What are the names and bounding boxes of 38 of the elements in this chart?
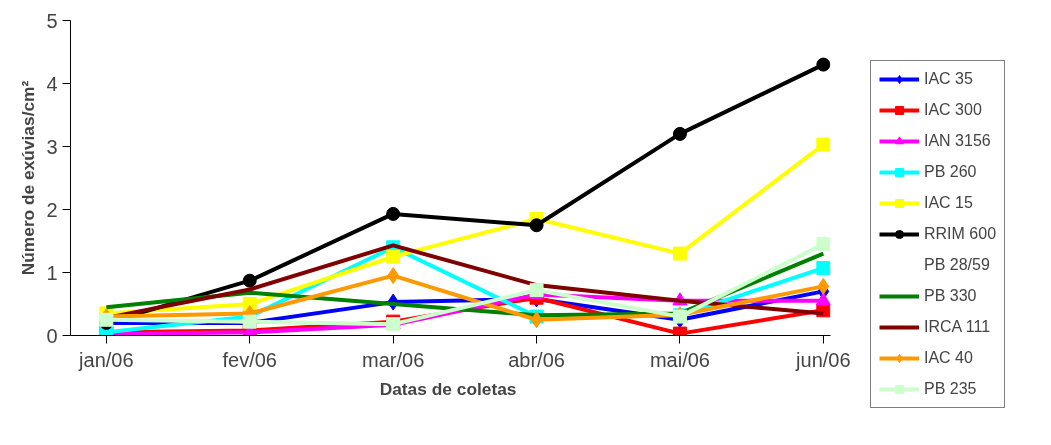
text: PB 28/59 xyxy=(924,256,990,274)
legend-label: PB 260 xyxy=(924,163,977,181)
x-axis-title: Datas de coletas xyxy=(379,378,517,399)
x-tick-label: mar/06 xyxy=(362,348,425,371)
legend-label: PB 330 xyxy=(924,287,977,305)
point xyxy=(817,277,830,295)
y-axis-title: Número de exúvias/cm² xyxy=(18,80,39,276)
x-tick-label: abr/06 xyxy=(508,348,565,371)
y-tick-label: 5 xyxy=(46,9,58,32)
x-tick-label: fev/06 xyxy=(222,348,277,371)
legend-label: IRCA 111 xyxy=(924,318,991,336)
point xyxy=(816,237,831,252)
legend-label: IAC 35 xyxy=(924,70,973,88)
point xyxy=(672,246,687,261)
y-tick-label: 4 xyxy=(46,72,58,95)
legend-label: IAC 15 xyxy=(924,194,973,212)
y-tick-label: 1 xyxy=(46,261,58,284)
legend-label: PB 235 xyxy=(924,380,977,398)
point xyxy=(386,249,401,264)
legend-label: IAN 3156 xyxy=(924,132,991,150)
point xyxy=(816,261,831,276)
point xyxy=(816,137,831,152)
y-tick-label: 3 xyxy=(46,135,58,158)
legend-label: IAC 300 xyxy=(924,101,982,119)
legend-label: IAC 40 xyxy=(924,349,973,367)
x-tick-label: jan/06 xyxy=(78,348,134,371)
y-tick-label: 0 xyxy=(46,324,58,347)
point xyxy=(386,206,401,221)
point xyxy=(529,218,544,233)
y-tick-label: 2 xyxy=(46,198,58,221)
point xyxy=(815,292,831,306)
point xyxy=(242,273,257,288)
legend-label: RRIM 600 xyxy=(924,225,997,243)
point xyxy=(816,57,831,72)
x-tick-label: mai/06 xyxy=(649,348,710,371)
point xyxy=(530,311,543,329)
point xyxy=(672,126,687,141)
x-tick-label: jun/06 xyxy=(795,348,851,371)
